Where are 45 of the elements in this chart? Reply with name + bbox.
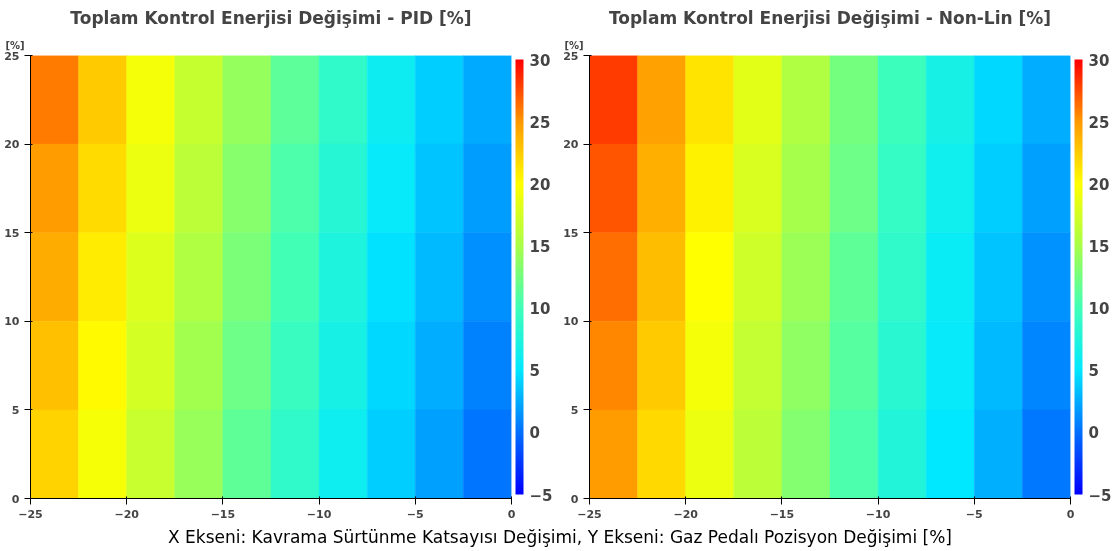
color-bar-label: 25: [1088, 113, 1110, 132]
y-tick-label: 0: [11, 492, 20, 506]
color-bar-label: 10: [1088, 300, 1110, 319]
chart-title: Toplam Kontrol Enerjisi Değişimi - PID [%]: [70, 7, 472, 28]
color-bar-label: −5: [529, 486, 553, 505]
y-tick-label: 15: [563, 226, 579, 240]
x-tick-label: −20: [114, 507, 140, 521]
color-bar-label: 0: [529, 424, 540, 443]
y-tick-label: 5: [11, 403, 20, 417]
y-tick-label: 25: [563, 49, 579, 63]
color-bar-label: 15: [1088, 237, 1110, 256]
x-tick-label: −15: [210, 507, 236, 521]
x-tick-label: 0: [1066, 507, 1075, 521]
color-bar-label: 5: [1088, 362, 1099, 381]
y-axis-title: [%]: [5, 39, 25, 51]
y-tick-label: 25: [4, 49, 20, 63]
x-tick-label: −25: [18, 507, 43, 521]
color-bar-label: 25: [529, 113, 551, 132]
x-tick-label: −10: [306, 507, 332, 521]
x-tick-label: 0: [507, 507, 516, 521]
color-bar-label: 0: [1088, 424, 1099, 443]
y-tick-label: 0: [570, 492, 579, 506]
x-tick-label: −25: [577, 507, 602, 521]
x-tick-label: −10: [865, 507, 891, 521]
color-bar-label: −5: [1088, 486, 1112, 505]
y-tick-label: 5: [570, 403, 579, 417]
x-tick-label: −5: [406, 507, 424, 521]
x-tick-label: −15: [769, 507, 795, 521]
x-tick-label: −20: [673, 507, 699, 521]
y-axis-title: [%]: [564, 39, 584, 51]
y-tick-label: 10: [4, 315, 20, 329]
color-bar-label: 5: [529, 362, 540, 381]
y-tick-label: 10: [563, 315, 579, 329]
y-tick-label: 20: [563, 138, 579, 152]
color-bar-label: 30: [529, 51, 551, 70]
y-tick-label: 20: [4, 138, 20, 152]
chart-title: Toplam Kontrol Enerjisi Değişimi - Non-Lin [%]: [608, 7, 1052, 28]
color-bar-label: 20: [529, 175, 551, 194]
text: X Ekseni: Kavrama Sürtünme Katsayısı Değişimi, Y Ekseni: Gaz Pedalı Pozisyon Değişimi [%]: [167, 526, 953, 549]
y-tick-label: 15: [4, 226, 20, 240]
color-bar-label: 30: [1088, 51, 1110, 70]
color-bar-label: 10: [529, 300, 551, 319]
color-bar-label: 15: [529, 237, 551, 256]
x-tick-label: −5: [965, 507, 983, 521]
color-bar-label: 20: [1088, 175, 1110, 194]
